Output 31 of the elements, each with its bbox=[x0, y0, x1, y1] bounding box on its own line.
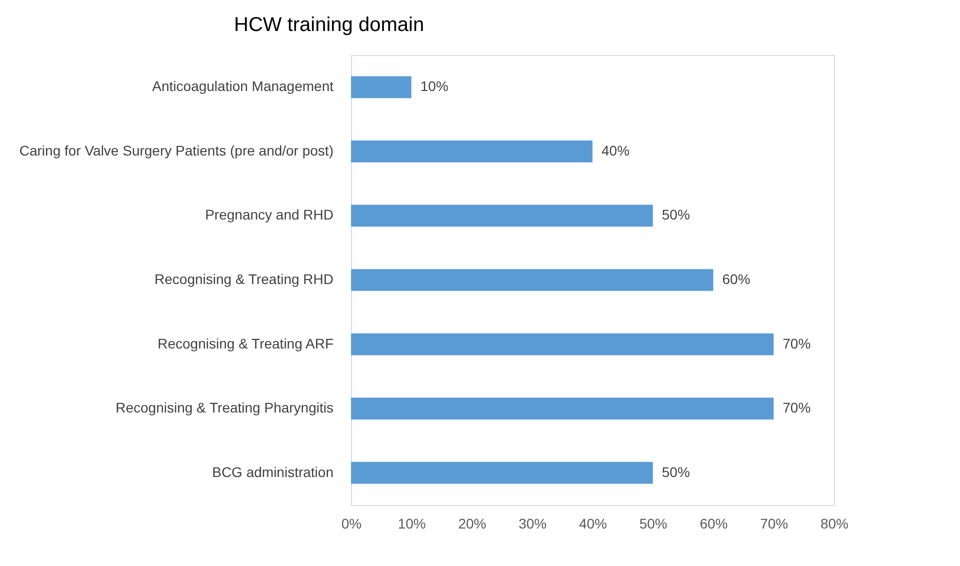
x-tick-label: 50% bbox=[639, 516, 668, 532]
x-tick-label: 80% bbox=[820, 516, 849, 532]
data-label: 10% bbox=[420, 78, 448, 94]
x-tick-label: 0% bbox=[341, 516, 362, 532]
bar bbox=[351, 269, 714, 291]
x-tick-label: 60% bbox=[700, 516, 728, 532]
data-label: 50% bbox=[662, 206, 690, 223]
bar bbox=[351, 398, 774, 420]
data-label: 70% bbox=[782, 335, 811, 352]
x-tick-label: 40% bbox=[578, 516, 608, 532]
data-label: 70% bbox=[782, 400, 811, 416]
data-label: 40% bbox=[602, 142, 630, 158]
chart-title: HCW training domain bbox=[234, 14, 424, 36]
y-tick-label: BCG administration bbox=[212, 464, 334, 480]
y-tick-label: Pregnancy and RHD bbox=[205, 206, 334, 223]
bar bbox=[351, 333, 774, 356]
y-tick-label: Anticoagulation Management bbox=[152, 78, 334, 94]
x-tick-label: 70% bbox=[760, 516, 788, 532]
y-tick-label: Recognising & Treating Pharyngitis bbox=[116, 400, 334, 416]
y-tick-label: Recognising & Treating RHD bbox=[154, 271, 334, 287]
x-tick-label: 30% bbox=[518, 516, 547, 532]
bar bbox=[351, 204, 653, 227]
bar bbox=[351, 76, 412, 98]
data-label: 60% bbox=[722, 271, 750, 287]
data-label: 50% bbox=[662, 464, 690, 480]
y-tick-label: Caring for Valve Surgery Patients (pre and/or post) bbox=[19, 142, 334, 158]
bar bbox=[351, 140, 592, 162]
y-tick-label: Recognising & Treating ARF bbox=[158, 335, 334, 352]
x-tick-label: 20% bbox=[458, 516, 486, 532]
x-tick-label: 10% bbox=[398, 516, 426, 532]
bar bbox=[351, 462, 653, 484]
